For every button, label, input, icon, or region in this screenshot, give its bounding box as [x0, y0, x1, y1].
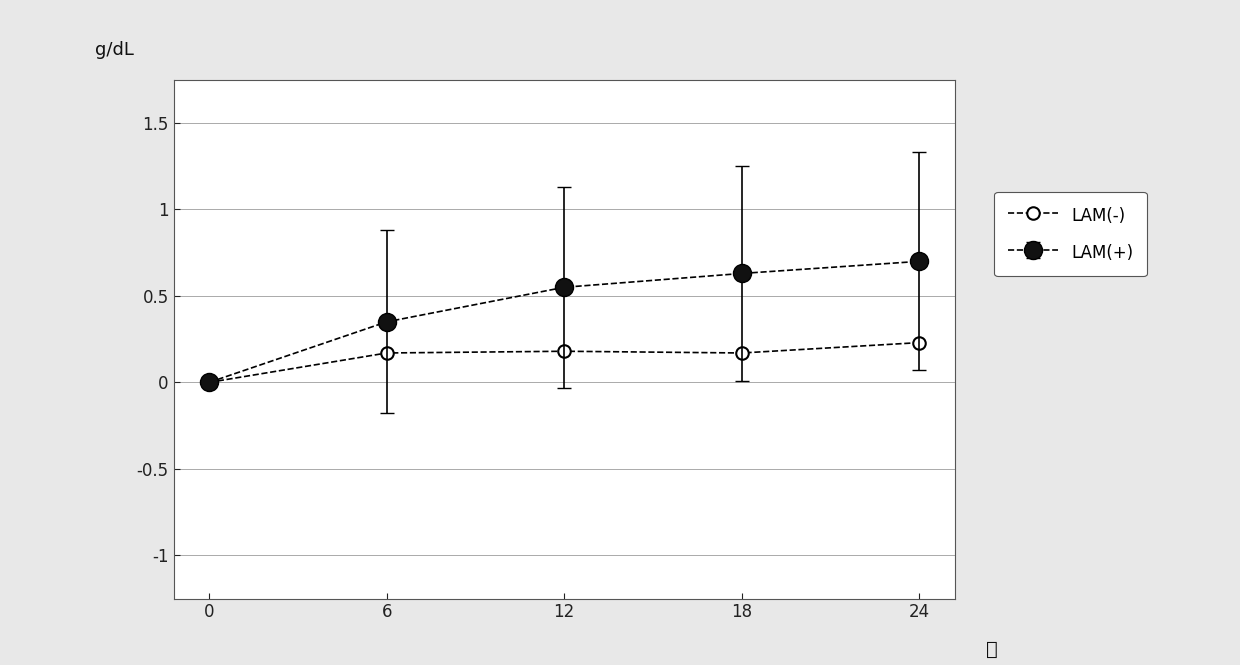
LAM(-): [734, 349, 749, 357]
LAM(-): [911, 338, 926, 346]
Line: LAM(-): LAM(-): [203, 336, 925, 388]
Text: g/dL: g/dL: [95, 41, 134, 59]
LAM(-): [557, 347, 572, 355]
LAM(-): [202, 378, 217, 386]
LAM(-): [379, 349, 394, 357]
Text: 月: 月: [986, 640, 998, 659]
Legend: LAM(-), LAM(+): LAM(-), LAM(+): [994, 192, 1147, 276]
